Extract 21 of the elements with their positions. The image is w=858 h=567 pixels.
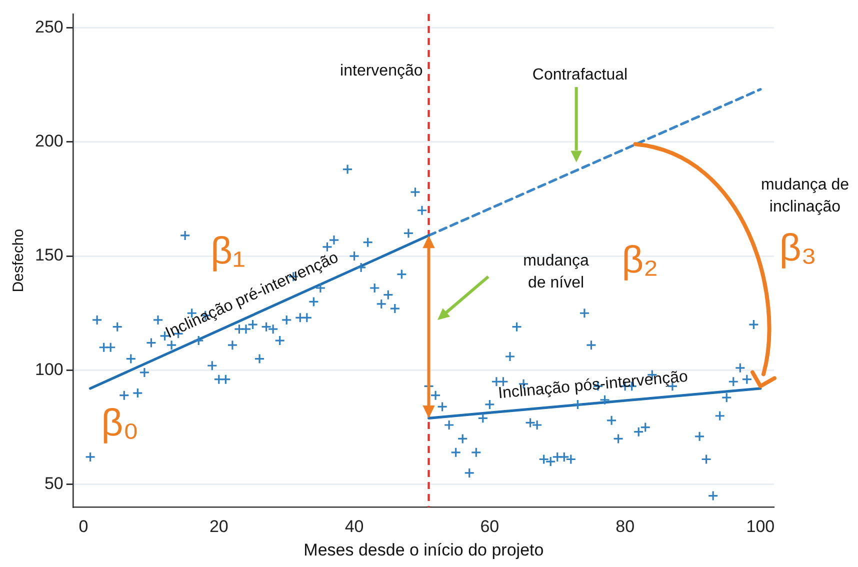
annotation: mudança de inclinação: [760, 176, 850, 216]
x-tick-label: 20: [209, 517, 228, 536]
ref-line-label: intervenção: [340, 62, 423, 80]
text: Inclinação pós-intervenção: [497, 368, 689, 402]
y-tick-label: 250: [34, 17, 64, 36]
x-tick-label: 60: [480, 517, 500, 536]
x-axis-title: Meses desde o início do projeto: [304, 540, 544, 560]
annotation: Contrafactual: [532, 66, 628, 84]
annotation: mudança de nível: [523, 252, 590, 292]
y-tick-label: 100: [34, 360, 64, 379]
text: β₃: [779, 227, 817, 270]
y-tick-label: 150: [34, 246, 64, 265]
y-tick-label: 200: [34, 132, 64, 151]
x-tick-label: 40: [344, 517, 364, 536]
x-tick-label: 100: [746, 517, 775, 536]
annotation: β₂: [622, 239, 658, 282]
y-tick-label: 50: [44, 474, 64, 494]
x-tick-label: 0: [78, 517, 88, 536]
x-tick-label: 80: [616, 517, 635, 536]
y-axis-title: Desfecho: [10, 228, 28, 292]
annotation: β₀: [101, 402, 139, 444]
